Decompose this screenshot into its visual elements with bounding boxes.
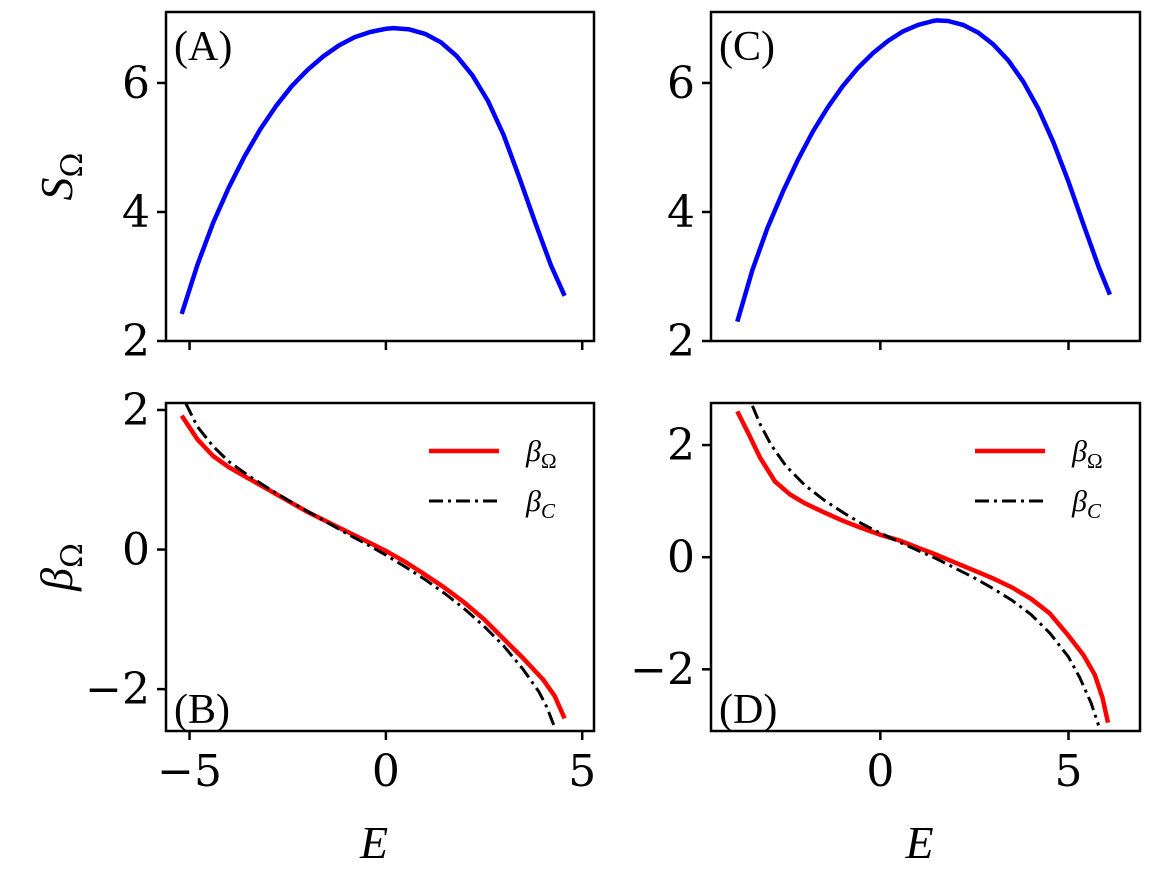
x-axis-label: E [904, 817, 933, 868]
y-tick-label: 4 [667, 187, 695, 238]
x-tick-label: 0 [372, 746, 400, 797]
legend-entry-label: βC [1071, 485, 1102, 523]
y-tick-label: 4 [122, 187, 150, 238]
y-axis-label: βΩ [31, 543, 90, 592]
legend-entry-label: βC [525, 485, 556, 523]
series-line-beta-c [184, 403, 557, 729]
axes-frame [709, 401, 1142, 733]
series-line-entropy [179, 25, 567, 315]
series-line-beta-ω [179, 414, 567, 720]
y-tick-label: 6 [122, 58, 150, 109]
axes-frame [164, 10, 596, 343]
panel-c: 2 4 6 (C) [667, 10, 1142, 367]
panel-a: 2 4 6 SΩ (A) [31, 10, 596, 367]
y-tick-label: 2 [122, 385, 150, 436]
legend-entry-label: βΩ [525, 435, 557, 473]
y-tick-label: 0 [667, 532, 695, 583]
panel-label: (D) [719, 687, 777, 733]
series-line-beta-ω [735, 410, 1111, 724]
panel-label: (C) [719, 24, 775, 70]
x-tick-label: −5 [157, 746, 222, 797]
panel-b: −2 0 2 −5 0 5 EβΩ (B) βΩ βC [31, 385, 596, 868]
x-tick-label: 5 [568, 746, 596, 797]
y-tick-label: 2 [667, 316, 695, 367]
series-line-entropy [735, 18, 1112, 323]
x-axis-label: E [359, 817, 388, 868]
axes-frame [709, 10, 1142, 343]
legend: βΩ βC [975, 435, 1103, 523]
y-tick-label: 0 [122, 525, 150, 576]
y-tick-label: 6 [667, 58, 695, 109]
x-tick-label: 0 [866, 746, 894, 797]
axes-frame [164, 401, 596, 733]
panel-d: −2 0 2 0 5 E (D) βΩ βC [630, 401, 1142, 868]
y-axis-label: SΩ [31, 153, 90, 201]
panel-label: (A) [174, 24, 232, 70]
y-tick-label: −2 [85, 664, 150, 715]
y-tick-label: −2 [630, 644, 695, 695]
y-tick-label: 2 [122, 316, 150, 367]
x-tick-label: 5 [1055, 746, 1083, 797]
y-tick-label: 2 [667, 420, 695, 471]
legend-entry-label: βΩ [1071, 435, 1103, 473]
series-line-beta-c [751, 405, 1101, 726]
panel-label: (B) [174, 687, 230, 733]
legend: βΩ βC [429, 435, 557, 523]
